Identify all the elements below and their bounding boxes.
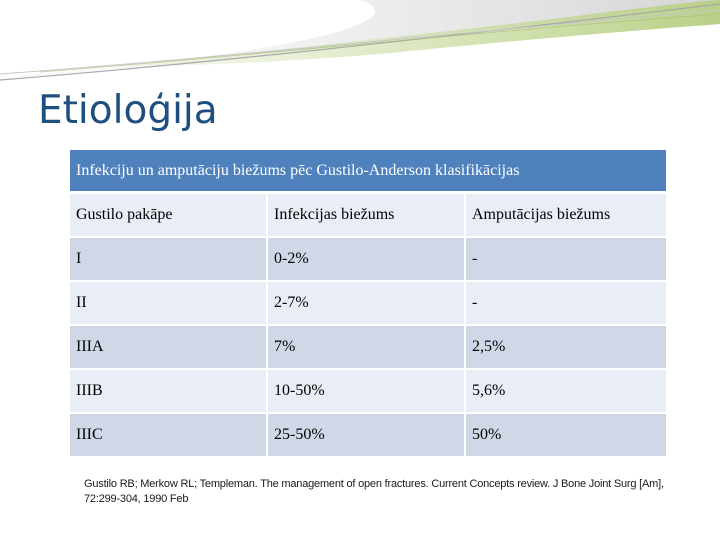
- cell-amputation-rate: 50%: [466, 413, 666, 457]
- cell-infection-rate: 7%: [268, 325, 466, 369]
- column-header-amputation: Amputācijas biežums: [466, 193, 666, 237]
- cell-infection-rate: 0-2%: [268, 237, 466, 281]
- column-header-grade: Gustilo pakāpe: [70, 193, 268, 237]
- cell-amputation-rate: 2,5%: [466, 325, 666, 369]
- column-header-infection: Infekcijas biežums: [268, 193, 466, 237]
- table-row: I 0-2% -: [70, 237, 666, 281]
- cell-amputation-rate: -: [466, 237, 666, 281]
- table-row: IIIB 10-50% 5,6%: [70, 369, 666, 413]
- table-caption: Infekciju un amputāciju biežums pēc Gust…: [70, 150, 666, 193]
- cell-amputation-rate: -: [466, 281, 666, 325]
- cell-amputation-rate: 5,6%: [466, 369, 666, 413]
- gustilo-table: Infekciju un amputāciju biežums pēc Gust…: [70, 150, 666, 457]
- decorative-header-swoosh: [0, 0, 720, 81]
- cell-infection-rate: 10-50%: [268, 369, 466, 413]
- cell-grade: II: [70, 281, 268, 325]
- cell-infection-rate: 2-7%: [268, 281, 466, 325]
- cell-infection-rate: 25-50%: [268, 413, 466, 457]
- cell-grade: I: [70, 237, 268, 281]
- cell-grade: IIIB: [70, 369, 268, 413]
- table-row: II 2-7% -: [70, 281, 666, 325]
- table-header-row: Gustilo pakāpe Infekcijas biežums Amputā…: [70, 193, 666, 237]
- reference-citation: Gustilo RB; Merkow RL; Templeman. The ma…: [84, 478, 664, 505]
- slide-title: Etioloģija: [38, 88, 218, 133]
- cell-grade: IIIC: [70, 413, 268, 457]
- table-caption-row: Infekciju un amputāciju biežums pēc Gust…: [70, 150, 666, 193]
- cell-grade: IIIA: [70, 325, 268, 369]
- table-row: IIIC 25-50% 50%: [70, 413, 666, 457]
- table-row: IIIA 7% 2,5%: [70, 325, 666, 369]
